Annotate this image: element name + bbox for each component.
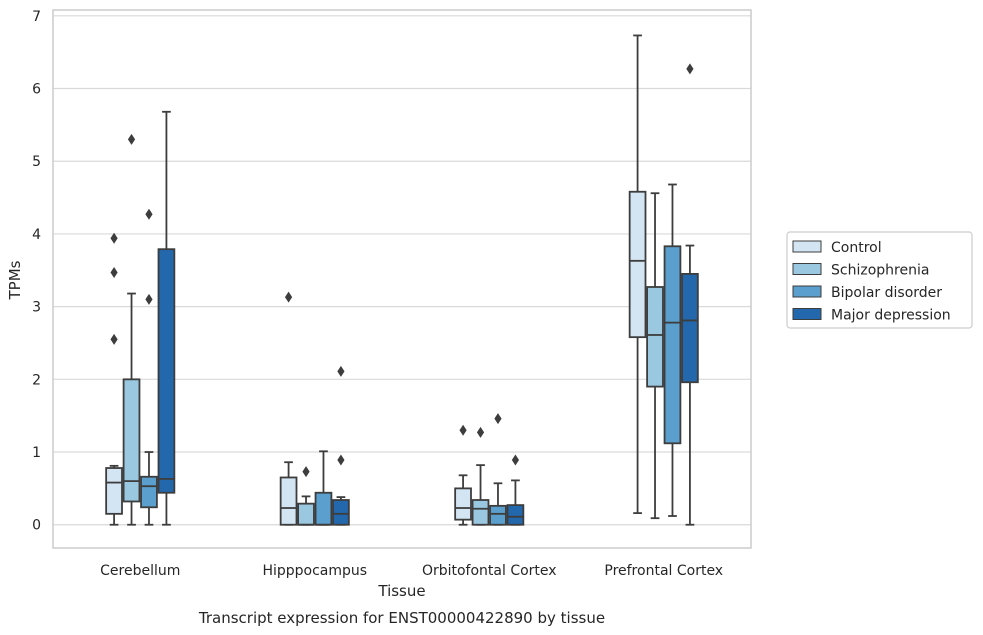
box [279,291,298,526]
legend-label: Bipolar disorder [831,285,942,301]
box-iqr [314,491,333,526]
series-major-depression [157,63,699,526]
x-tick-label: Hipppocampus [262,563,367,579]
x-axis-label: Tissue [377,582,425,600]
legend-swatch [792,308,822,320]
outlier-point [337,365,345,377]
box [681,63,699,526]
box [628,34,647,515]
legend-label: Major depression [831,308,951,324]
y-tick-label: 6 [32,82,41,98]
x-tick-label: Prefrontal Cortex [604,563,723,579]
box-series [105,34,699,526]
box [646,192,664,520]
box-iqr [454,487,472,521]
series-bipolar-disorder [140,183,682,526]
y-tick-label: 0 [32,518,41,534]
box-iqr [332,499,350,526]
legend-swatch [792,285,822,298]
outlier-point [145,208,153,220]
box [297,466,315,526]
box [471,426,490,526]
y-tick-label: 2 [32,372,41,388]
box [157,110,176,526]
box [332,365,350,526]
box [489,413,507,526]
outlier-point [494,413,502,425]
x-tick-label: Orbitofontal Cortex [422,563,557,579]
outlier-point [459,424,467,436]
outlier-point [110,266,118,278]
y-tick-label: 1 [32,445,41,461]
box-iqr [628,190,647,339]
box [105,232,123,526]
box-iqr [122,378,141,503]
legend-swatch [792,263,822,275]
outlier-point [145,293,153,305]
box [314,450,333,526]
x-tick-label: Cerebellum [100,563,180,579]
y-tick-label: 4 [32,227,41,243]
legend-swatch [792,240,822,253]
box-iqr [157,248,176,494]
box-iqr [489,504,507,526]
plot-area-frame [52,9,752,549]
y-tick-label: 3 [32,300,41,316]
box-iqr [279,476,298,526]
box-iqr [681,273,699,384]
series-control [105,34,647,526]
box-iqr [297,502,315,526]
legend-label: Control [831,240,882,256]
y-tick-label: 5 [32,154,41,170]
x-axis-ticks: Cerebellum Hipppocampus Orbitofontal Corte… [100,563,723,579]
box-iqr [105,467,123,515]
outlier-point [110,333,118,345]
y-tick-label: 7 [32,9,41,25]
outlier-point [476,426,485,438]
legend: Control Schizophrenia Bipolar disorder Majo… [786,231,973,329]
y-axis-ticks: 0 1 2 3 4 5 6 7 [32,9,41,534]
box-iqr [663,245,682,445]
box [506,454,525,526]
box-iqr [506,504,525,526]
box-iqr [140,475,158,509]
box [663,183,682,517]
box-iqr [471,499,490,526]
box-iqr [646,286,664,388]
outlier-point [337,454,345,466]
box [140,208,158,526]
outlier-point [511,454,520,466]
y-axis-label: TPMs [6,260,24,300]
legend-frame [786,231,973,329]
legend-label: Schizophrenia [831,263,929,279]
outlier-point [110,232,118,244]
box [454,424,472,526]
outlier-point [302,466,310,478]
series-schizophrenia [122,133,664,526]
chart-caption: Transcript expression for ENST0000042289… [198,609,605,627]
outlier-point [686,63,694,75]
outlier-point [127,133,136,145]
outlier-point [284,291,293,303]
box [122,133,141,526]
